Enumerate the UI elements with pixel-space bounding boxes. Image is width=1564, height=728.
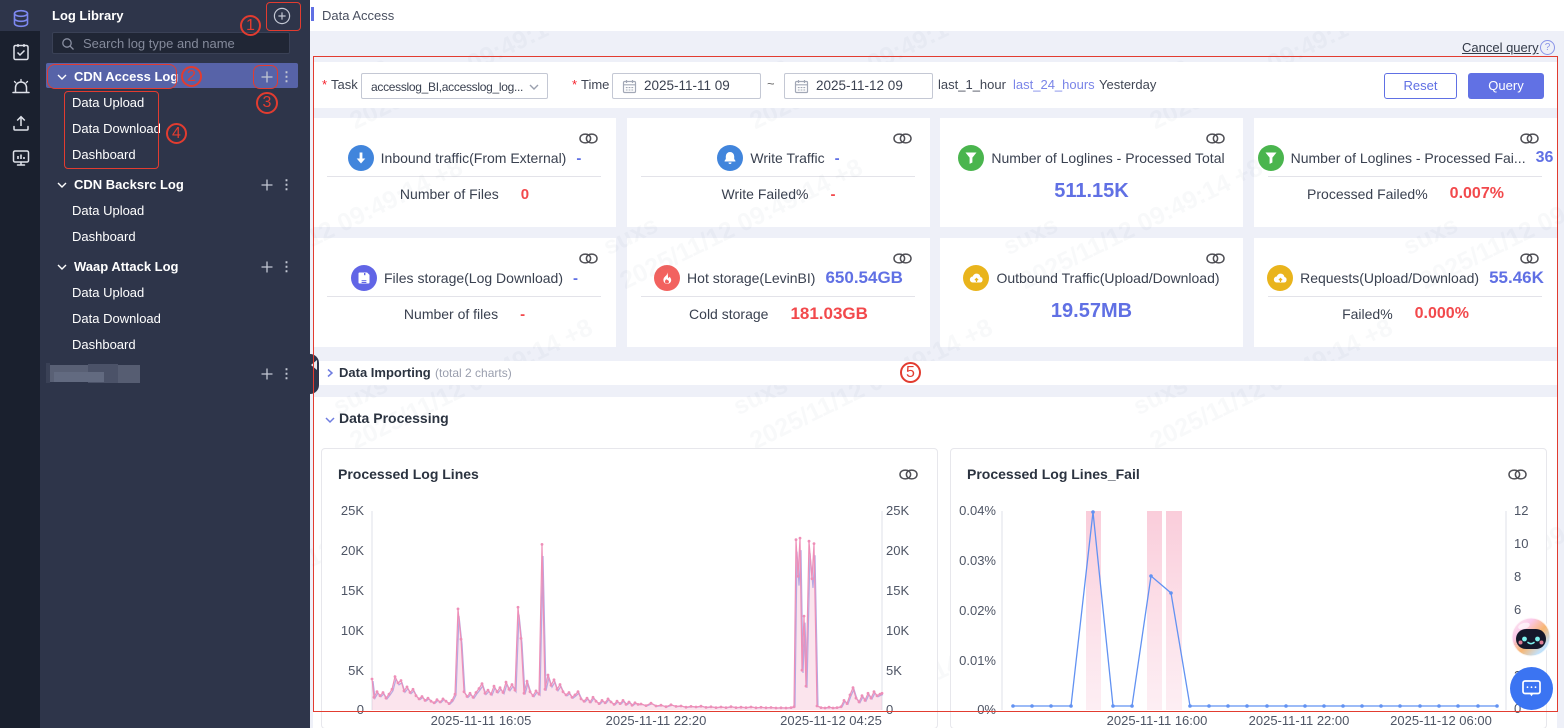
svg-text:10: 10 [1514,536,1528,551]
svg-text:25K: 25K [341,503,364,518]
svg-text:6: 6 [1514,602,1521,617]
svg-text:15K: 15K [341,583,364,598]
svg-text:0%: 0% [977,702,996,717]
svg-text:2025-11-12 06:00: 2025-11-12 06:00 [1390,713,1492,728]
svg-text:25K: 25K [886,503,909,518]
svg-text:20K: 20K [886,543,909,558]
svg-text:20K: 20K [341,543,364,558]
svg-text:0.04%: 0.04% [959,503,996,518]
svg-text:0: 0 [1514,701,1521,716]
svg-text:15K: 15K [886,583,909,598]
svg-text:5K: 5K [348,663,364,678]
svg-text:0: 0 [886,702,893,717]
svg-text:0.03%: 0.03% [959,553,996,568]
svg-text:2025-11-11 22:20: 2025-11-11 22:20 [606,713,707,728]
svg-text:8: 8 [1514,569,1521,584]
svg-text:0.01%: 0.01% [959,653,996,668]
svg-text:2025-11-11 16:05: 2025-11-11 16:05 [431,713,532,728]
svg-text:5K: 5K [886,663,902,678]
svg-text:2025-11-11 22:00: 2025-11-11 22:00 [1249,713,1350,728]
svg-text:2025-11-11 16:00: 2025-11-11 16:00 [1107,713,1208,728]
svg-text:12: 12 [1514,503,1528,518]
svg-text:10K: 10K [341,623,364,638]
svg-text:0: 0 [357,702,364,717]
svg-text:2025-11-12 04:25: 2025-11-12 04:25 [780,713,882,728]
svg-text:10K: 10K [886,623,909,638]
svg-text:0.02%: 0.02% [959,603,996,618]
